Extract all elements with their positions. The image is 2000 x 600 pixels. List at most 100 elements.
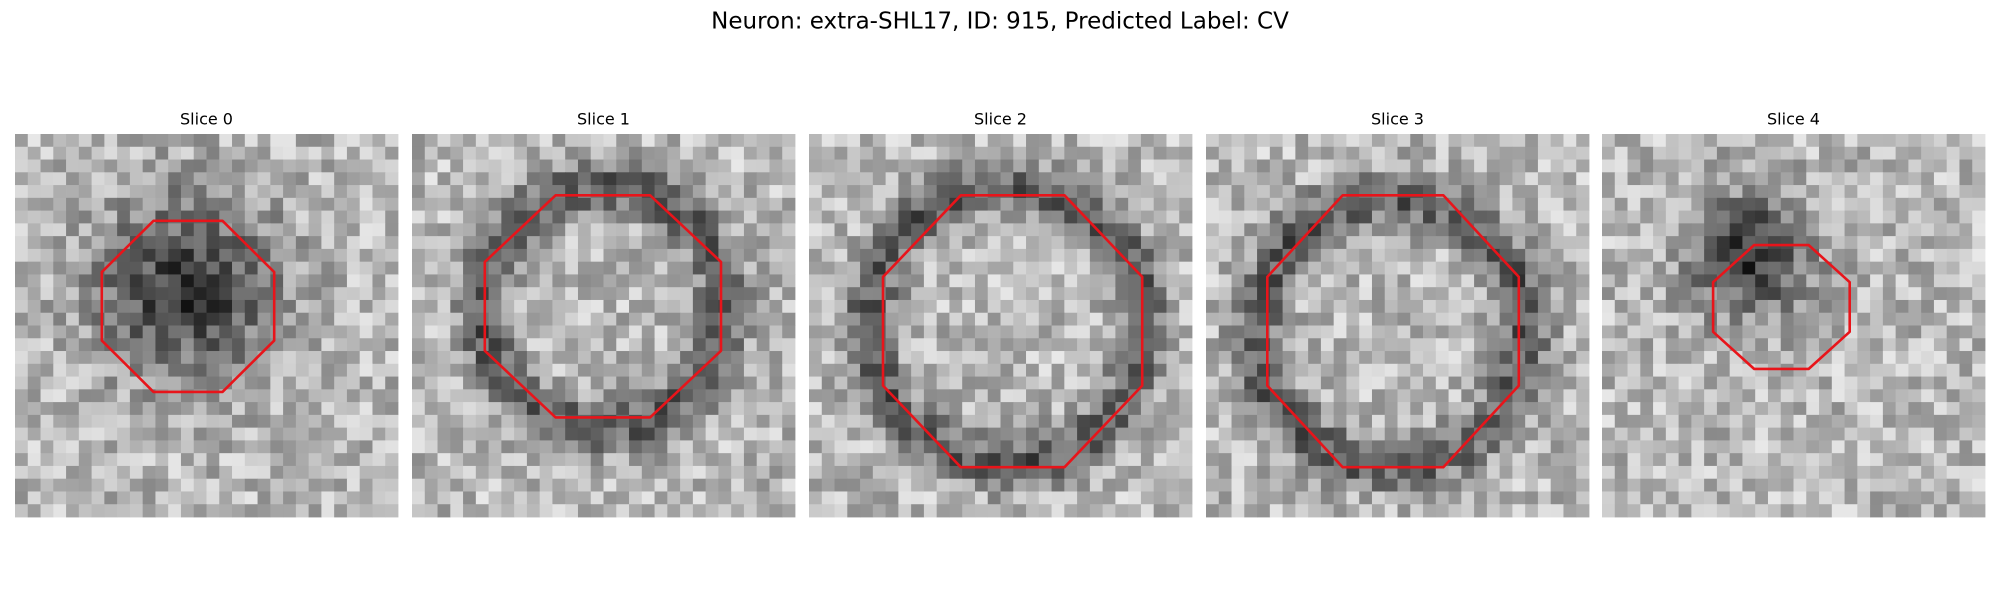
pixel — [756, 287, 770, 301]
pixel — [385, 197, 399, 211]
pixel — [1410, 504, 1424, 518]
pixel — [1716, 197, 1731, 211]
pixel — [15, 287, 29, 301]
pixel — [821, 236, 835, 250]
pixel — [270, 312, 284, 326]
pixel — [1525, 146, 1539, 160]
pixel — [1128, 491, 1142, 505]
pixel — [590, 248, 604, 263]
pixel — [1550, 223, 1564, 237]
pixel — [372, 134, 386, 148]
pixel — [526, 185, 541, 199]
pixel — [412, 146, 426, 160]
pixel — [424, 172, 438, 186]
pixel — [1153, 325, 1167, 339]
pixel — [743, 287, 758, 301]
pixel — [974, 210, 989, 224]
pixel — [129, 134, 144, 148]
pixel — [1946, 376, 1960, 390]
pixel — [1435, 389, 1449, 403]
pixel — [168, 159, 182, 173]
pixel — [949, 440, 963, 454]
pixel — [372, 185, 386, 199]
pixel — [987, 389, 1001, 403]
pixel — [1742, 504, 1756, 518]
pixel — [641, 363, 655, 377]
pixel — [1435, 287, 1449, 301]
pixel — [1946, 172, 1960, 186]
pixel — [244, 363, 258, 377]
pixel — [1959, 338, 1973, 352]
pixel — [1206, 261, 1220, 275]
pixel — [463, 261, 477, 275]
pixel — [1767, 478, 1782, 492]
pixel — [1576, 223, 1590, 237]
pixel — [1908, 453, 1922, 467]
pixel — [1359, 159, 1373, 173]
pixel — [334, 299, 348, 314]
pixel — [308, 312, 322, 326]
pixel — [1474, 134, 1488, 148]
pixel — [155, 312, 169, 326]
pixel — [142, 504, 156, 518]
pixel — [885, 146, 899, 160]
pixel — [705, 210, 719, 224]
pixel — [219, 338, 233, 352]
pixel — [1870, 325, 1884, 339]
pixel — [66, 287, 80, 301]
pixel — [923, 299, 938, 314]
pixel — [539, 185, 553, 199]
pixel — [834, 376, 848, 390]
pixel — [117, 389, 131, 403]
pixel — [629, 299, 643, 314]
pixel — [27, 197, 41, 211]
pixel — [1089, 351, 1104, 365]
pixel — [629, 338, 643, 352]
pixel — [962, 504, 976, 518]
pixel — [1755, 236, 1769, 250]
pixel — [590, 325, 604, 339]
pixel — [295, 478, 310, 492]
pixel — [180, 427, 195, 441]
pixel — [1882, 248, 1897, 263]
pixel — [949, 325, 963, 339]
pixel — [987, 236, 1001, 250]
pixel — [1806, 248, 1820, 263]
pixel — [1231, 134, 1245, 148]
pixel — [1179, 478, 1193, 492]
pixel — [885, 172, 899, 186]
pixel — [66, 376, 80, 390]
pixel — [680, 351, 694, 365]
pixel — [885, 312, 899, 326]
pixel — [488, 453, 502, 467]
pixel — [974, 504, 989, 518]
pixel — [1563, 274, 1577, 288]
pixel — [705, 363, 719, 377]
pixel — [244, 453, 258, 467]
pixel — [1550, 478, 1564, 492]
pixel — [756, 351, 770, 365]
pixel — [552, 261, 566, 275]
pixel — [1410, 146, 1424, 160]
pixel — [1448, 504, 1462, 518]
pixel — [1627, 389, 1641, 403]
pixel — [155, 402, 169, 416]
pixel — [1512, 223, 1526, 237]
pixel — [590, 338, 604, 352]
pixel — [539, 440, 553, 454]
pixel — [1602, 376, 1616, 390]
pixel — [78, 134, 92, 148]
pixel — [1153, 134, 1167, 148]
pixel — [283, 465, 297, 480]
pixel — [885, 414, 899, 429]
pixel — [974, 312, 989, 326]
pixel — [193, 197, 207, 211]
pixel — [987, 414, 1001, 429]
pixel — [847, 402, 861, 416]
pixel — [424, 312, 438, 326]
pixel — [1423, 504, 1437, 518]
pixel — [577, 453, 592, 467]
pixel — [450, 146, 464, 160]
pixel — [667, 312, 681, 326]
pixel — [308, 351, 322, 365]
